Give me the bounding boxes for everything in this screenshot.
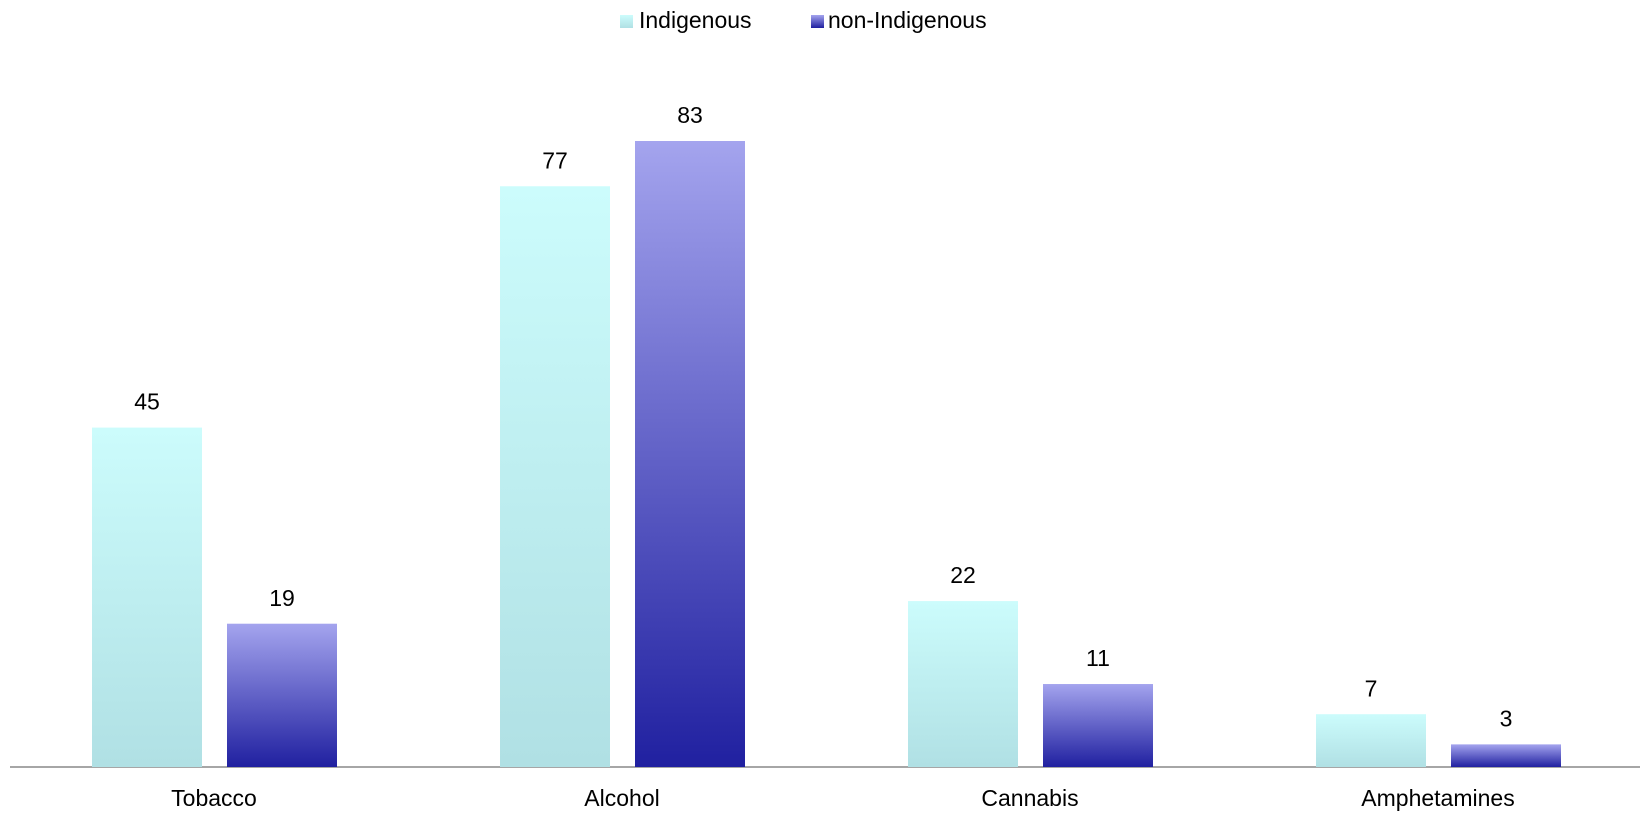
- bar: [1316, 714, 1426, 767]
- bar: [1043, 684, 1153, 767]
- data-label: 22: [950, 562, 976, 588]
- bar: [1451, 744, 1561, 767]
- data-label: 3: [1500, 705, 1513, 731]
- x-tick-label: Cannabis: [981, 785, 1078, 811]
- legend-label: Indigenous: [639, 7, 752, 33]
- x-tick-label: Amphetamines: [1361, 785, 1514, 811]
- legend-label: non-Indigenous: [828, 7, 987, 33]
- bar: [227, 623, 337, 767]
- data-label: 77: [542, 147, 568, 173]
- legend-swatch: [620, 15, 633, 28]
- data-label: 11: [1086, 645, 1110, 671]
- data-label: 19: [269, 585, 295, 611]
- x-tick-label: Alcohol: [584, 785, 659, 811]
- data-label: 7: [1365, 675, 1378, 701]
- bar: [908, 601, 1018, 767]
- bar: [635, 141, 745, 767]
- data-label: 83: [677, 102, 703, 128]
- bar: [92, 427, 202, 767]
- data-label: 45: [134, 389, 160, 415]
- x-tick-label: Tobacco: [171, 785, 257, 811]
- bar: [500, 186, 610, 768]
- legend-swatch: [811, 15, 824, 28]
